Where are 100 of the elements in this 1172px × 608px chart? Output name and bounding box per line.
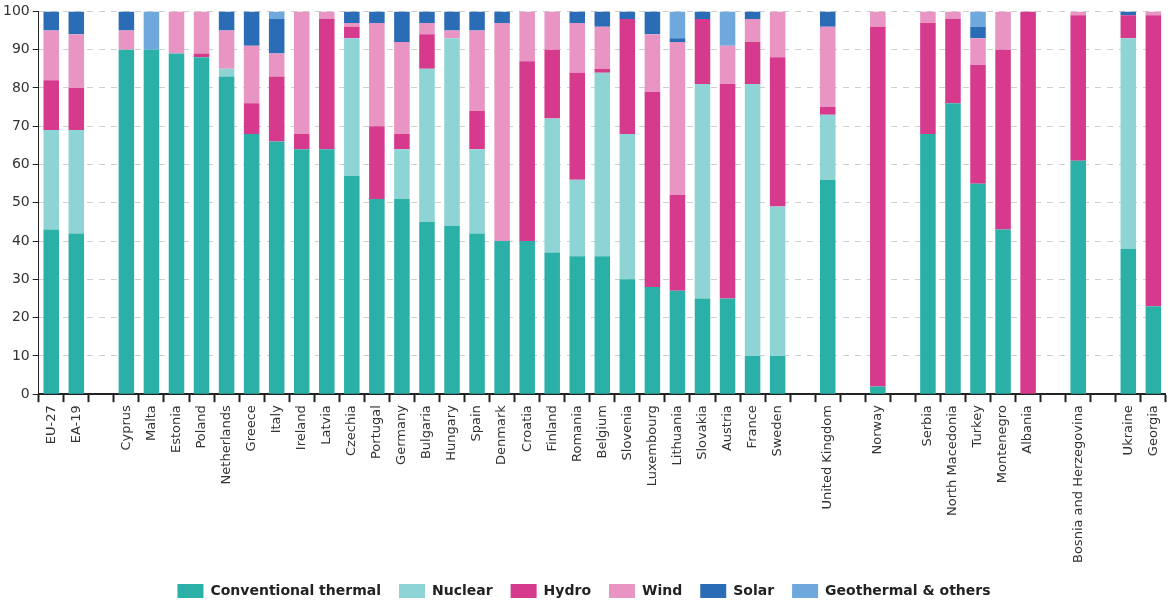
bar [744, 19, 761, 43]
bar [970, 183, 986, 394]
bar [719, 11, 736, 46]
bar [669, 38, 686, 43]
bar [744, 84, 761, 356]
x-tick-label: Croatia [518, 405, 534, 452]
bar [970, 26, 986, 39]
y-tick-label: 60 [11, 155, 30, 172]
bar [369, 126, 385, 199]
x-tick-label: Greece [243, 405, 258, 452]
bar [995, 49, 1011, 230]
x-tick-label: North Macedonia [944, 405, 960, 516]
bar [444, 225, 460, 394]
bar [569, 179, 586, 257]
bar [43, 11, 60, 31]
x-tick-label: Bulgaria [418, 405, 434, 460]
x-tick-label: Hungary [443, 404, 459, 461]
x-tick-label: Lithuania [668, 405, 684, 466]
bar [719, 45, 736, 85]
bar [344, 38, 360, 176]
bar [519, 11, 535, 62]
y-tick-label: 20 [11, 308, 30, 325]
bar [594, 11, 611, 27]
bar [218, 76, 235, 394]
bar [243, 45, 260, 104]
bar [769, 11, 786, 58]
bar [644, 286, 661, 394]
bar [68, 233, 85, 394]
bar [1120, 15, 1137, 39]
x-tick-label: Italy [268, 404, 284, 434]
bar [594, 72, 611, 257]
x-tick-label: Cyprus [117, 404, 133, 451]
legend-label: Solar [733, 581, 775, 598]
bar [444, 38, 460, 226]
x-tick-label: Latvia [318, 405, 334, 445]
x-tick-label: Estonia [167, 405, 183, 454]
bar [268, 141, 285, 394]
bar [569, 72, 586, 180]
bar [369, 11, 385, 23]
bar [43, 30, 60, 81]
y-tick-label: 10 [11, 346, 30, 363]
x-tick-label: Belgium [593, 405, 609, 459]
bar [419, 11, 435, 23]
bar [243, 103, 260, 134]
x-tick-label: Slovakia [693, 405, 709, 460]
bar [619, 19, 636, 134]
bar [519, 61, 535, 242]
bar [469, 149, 485, 234]
y-tick-label: 70 [11, 116, 30, 133]
bar [444, 30, 460, 39]
bar [469, 11, 485, 31]
bar [369, 198, 385, 394]
bar [494, 241, 510, 394]
x-tick-label: Netherlands [217, 404, 233, 485]
bar [369, 22, 385, 127]
bar [945, 11, 961, 20]
bar [168, 53, 185, 394]
x-tick-label: Austria [718, 405, 734, 452]
bar [1145, 306, 1162, 394]
x-tick-label: Norway [869, 404, 885, 455]
bar [870, 386, 886, 394]
x-tick-label: EA-19 [67, 405, 83, 444]
y-tick-label: 40 [11, 231, 30, 248]
x-tick-label: Ireland [293, 405, 309, 451]
bar [1070, 160, 1086, 394]
bar [419, 68, 435, 222]
x-tick-label: Sweden [769, 405, 785, 457]
bar [870, 26, 886, 387]
bar [970, 38, 986, 65]
x-tick-label: Denmark [493, 404, 509, 465]
bar [394, 198, 410, 394]
bar [719, 298, 736, 394]
bar [394, 11, 410, 43]
bar [193, 11, 210, 54]
bar [920, 11, 936, 23]
bar [694, 298, 711, 394]
bar [143, 49, 160, 394]
bar [819, 114, 836, 180]
bar [43, 80, 60, 131]
bar [1070, 15, 1086, 161]
bar [870, 11, 886, 27]
bar [293, 133, 310, 150]
bar [469, 30, 485, 111]
bar [344, 175, 360, 394]
bar [118, 11, 135, 31]
bar [819, 179, 836, 394]
bar [544, 252, 560, 394]
x-tick-label: Georgia [1144, 405, 1160, 457]
bar [644, 91, 661, 287]
bar [619, 133, 636, 280]
bar [694, 84, 711, 299]
bar [519, 241, 535, 394]
legend-label: Hydro [543, 581, 592, 598]
bar [970, 11, 986, 27]
bar [268, 19, 285, 54]
bar [769, 206, 786, 356]
bar [319, 149, 335, 394]
bar [970, 64, 986, 184]
bar [744, 42, 761, 85]
bar [344, 26, 360, 39]
